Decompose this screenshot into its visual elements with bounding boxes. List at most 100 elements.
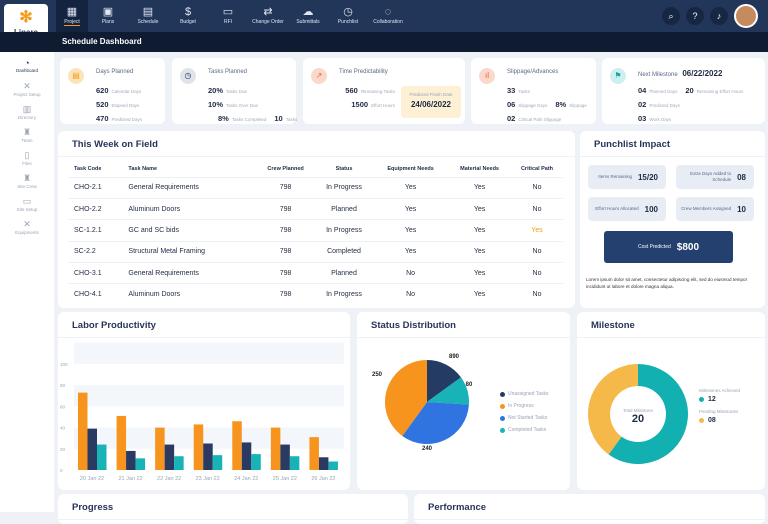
nav-punchlist[interactable]: ◷ Punchlist	[328, 0, 368, 32]
nav-collaboration[interactable]: ◌ Collaboration	[368, 0, 408, 32]
kpi-next-milestone: ⚑ Next Milestone 06/22/2022 04 Planned Da…	[602, 58, 765, 124]
sidebar-item-equipments[interactable]: ✕ Equipments	[0, 213, 54, 236]
table-cell: No	[511, 262, 563, 284]
legend-dot	[500, 403, 505, 409]
sidebar-item-project-setup[interactable]: ✕ Project Setup	[0, 75, 54, 98]
labor-productivity-card: Labor Productivity Labour HoursProject P…	[58, 312, 350, 490]
table-row[interactable]: CHO-2.1 General Requirements 798 In Progres…	[68, 176, 563, 199]
stopwatch-icon: ◷	[180, 68, 196, 84]
kpi-row: 03 Work Days	[638, 114, 672, 123]
predicted-finish: Predicted Finish Date 24/06/2022	[401, 86, 461, 118]
status-distribution-card: Status Distribution 890 80 240 250 Unassign…	[357, 312, 570, 490]
y-tick-label: 40	[60, 426, 66, 431]
sidebar-item-site-crew[interactable]: ♜ Site Crew	[0, 167, 54, 190]
column-header: Task Name	[128, 165, 158, 172]
table-cell: No	[511, 240, 563, 263]
pie-data-label: 890	[449, 354, 460, 360]
column-header: Critical Path	[520, 165, 554, 172]
page-title: Schedule Dashboard	[0, 32, 768, 52]
cost-predicted-button[interactable]: Cost Predicted $800	[604, 231, 733, 263]
nav-icon: ▣	[102, 6, 114, 18]
sidebar-icon: ♜	[22, 127, 32, 137]
table-cell: No	[511, 283, 563, 306]
nav-icon: ◌	[384, 6, 392, 18]
sidebar-item-site-setup[interactable]: ▭ Site Setup	[0, 190, 54, 213]
bar	[270, 427, 281, 470]
kpi-row: 02 Predicted Days	[638, 100, 680, 109]
table-cell: CHO-2.2	[68, 197, 123, 220]
nav-budget[interactable]: $ Budget	[168, 0, 208, 32]
main-nav: ▦ Project ▣ Plans ▤ Schedule $ Budget ▭ RFI ⇄ Chang…	[56, 0, 408, 32]
kpi-row: 620 Calendar Days	[96, 86, 142, 95]
nav-icon: ⇄	[263, 6, 273, 18]
column-header: Material Needs	[460, 165, 499, 172]
punchlist-stat: Extra Days Added to Schedule 08	[676, 165, 754, 189]
grid-band	[74, 342, 344, 364]
nav-plans[interactable]: ▣ Plans	[88, 0, 128, 32]
trend-icon: ↗	[311, 68, 327, 84]
help-icon[interactable]: ?	[686, 7, 704, 25]
table-cell: Planned	[315, 262, 373, 284]
table-cell: No	[511, 197, 563, 220]
punchlist-stat: Items Remaining 15/20	[588, 165, 666, 189]
table-cell: Yes	[448, 240, 512, 263]
table-cell: In Progress	[315, 176, 373, 199]
bar	[155, 427, 165, 470]
field-table: Task Code Task Name Crew Planned Status Equi…	[68, 161, 563, 306]
table-row[interactable]: CHO-4.1 Aluminum Doors 798 In Progress No Yes…	[68, 283, 563, 306]
table-cell: Yes	[448, 176, 512, 199]
bar	[203, 443, 213, 470]
legend-dot	[699, 418, 704, 423]
bar	[309, 437, 319, 470]
kpi-tasks-planned: ◷ Tasks Planned 20% Tasks Due 10% Tasks Ove…	[172, 58, 297, 124]
table-cell: Yes	[372, 219, 449, 242]
table-row[interactable]: SC-2.2 Structural Metal Framing 798 Complet…	[68, 240, 563, 263]
search-icon[interactable]: ⌕	[662, 7, 680, 25]
sidebar-icon: ◔	[24, 58, 30, 68]
nav-rfi[interactable]: ▭ RFI	[208, 0, 248, 32]
table-cell: Aluminum Doors	[122, 197, 257, 220]
column-header: Equipment Needs	[387, 165, 434, 172]
x-tick-label: 26 Jan 22	[311, 476, 335, 482]
kpi-row: 06 Slippage Days 8% Slippage	[507, 100, 587, 109]
kpi-time-predictability: ↗ Time Predictability 560 Remaining Tasks…	[303, 58, 465, 124]
column-header: Status	[335, 165, 353, 172]
punchlist-stat: Crew Members Assigned 10	[676, 197, 754, 221]
sidebar-item-dashboard[interactable]: ◔ Dashboard	[0, 52, 54, 75]
table-cell: 798	[256, 197, 316, 220]
nav-change-order[interactable]: ⇄ Change Order	[248, 0, 288, 32]
y-tick-label: 60	[60, 404, 66, 409]
kpi-slippage: ıl Slippage/Advances 33 Tasks 06 Slippage D…	[471, 58, 596, 124]
sidebar-item-team[interactable]: ♜ Team	[0, 121, 54, 144]
table-row[interactable]: CHO-2.2 Aluminum Doors 798 Planned Yes Yes No	[68, 197, 563, 220]
status-pie-chart: 890 80 240 250	[372, 354, 473, 452]
nav-project[interactable]: ▦ Project	[56, 0, 88, 32]
table-cell: CHO-2.1	[68, 176, 123, 199]
kpi-row: 02 Critical Path Slippage	[507, 114, 562, 123]
kpi-row: 560 Remaining Tasks	[345, 86, 395, 95]
status-legend: Unassigned Tasks In Progress Not Started T…	[500, 391, 549, 439]
progress-card: Progress	[58, 494, 408, 524]
table-cell: Yes	[372, 240, 449, 263]
bar	[318, 457, 329, 470]
pie-data-label: 250	[372, 372, 383, 378]
table-row[interactable]: CHO-3.1 General Requirements 798 Planned No Y…	[68, 262, 563, 284]
sidebar-item-directory[interactable]: ▥ Directory	[0, 98, 54, 121]
avatar[interactable]	[734, 4, 758, 28]
sidebar-item-files[interactable]: ▯ Files	[0, 144, 54, 167]
table-cell: In Progress	[315, 283, 373, 306]
nav-submittals[interactable]: ☁ Submittals	[288, 0, 328, 32]
legend-dot	[500, 427, 505, 433]
table-cell: Structural Metal Framing	[122, 240, 257, 263]
legend-item: Pending Milestones 08	[699, 409, 739, 424]
table-cell: Yes	[448, 197, 512, 220]
y-tick-label: 20	[60, 447, 66, 452]
punchlist-note: Lorem ipsum dolor sit amet, consectetur …	[586, 277, 748, 289]
flag-icon: ⚑	[610, 68, 626, 84]
table-row[interactable]: SC-1.2.1 GC and SC bids 798 In Progress Yes Y…	[68, 219, 563, 242]
nav-schedule[interactable]: ▤ Schedule	[128, 0, 168, 32]
kpi-row: 520 Elapsed Days	[96, 100, 140, 109]
table-cell: No	[372, 262, 449, 284]
bell-icon[interactable]: ♪	[710, 7, 728, 25]
table-cell: General Requirements	[122, 262, 257, 284]
